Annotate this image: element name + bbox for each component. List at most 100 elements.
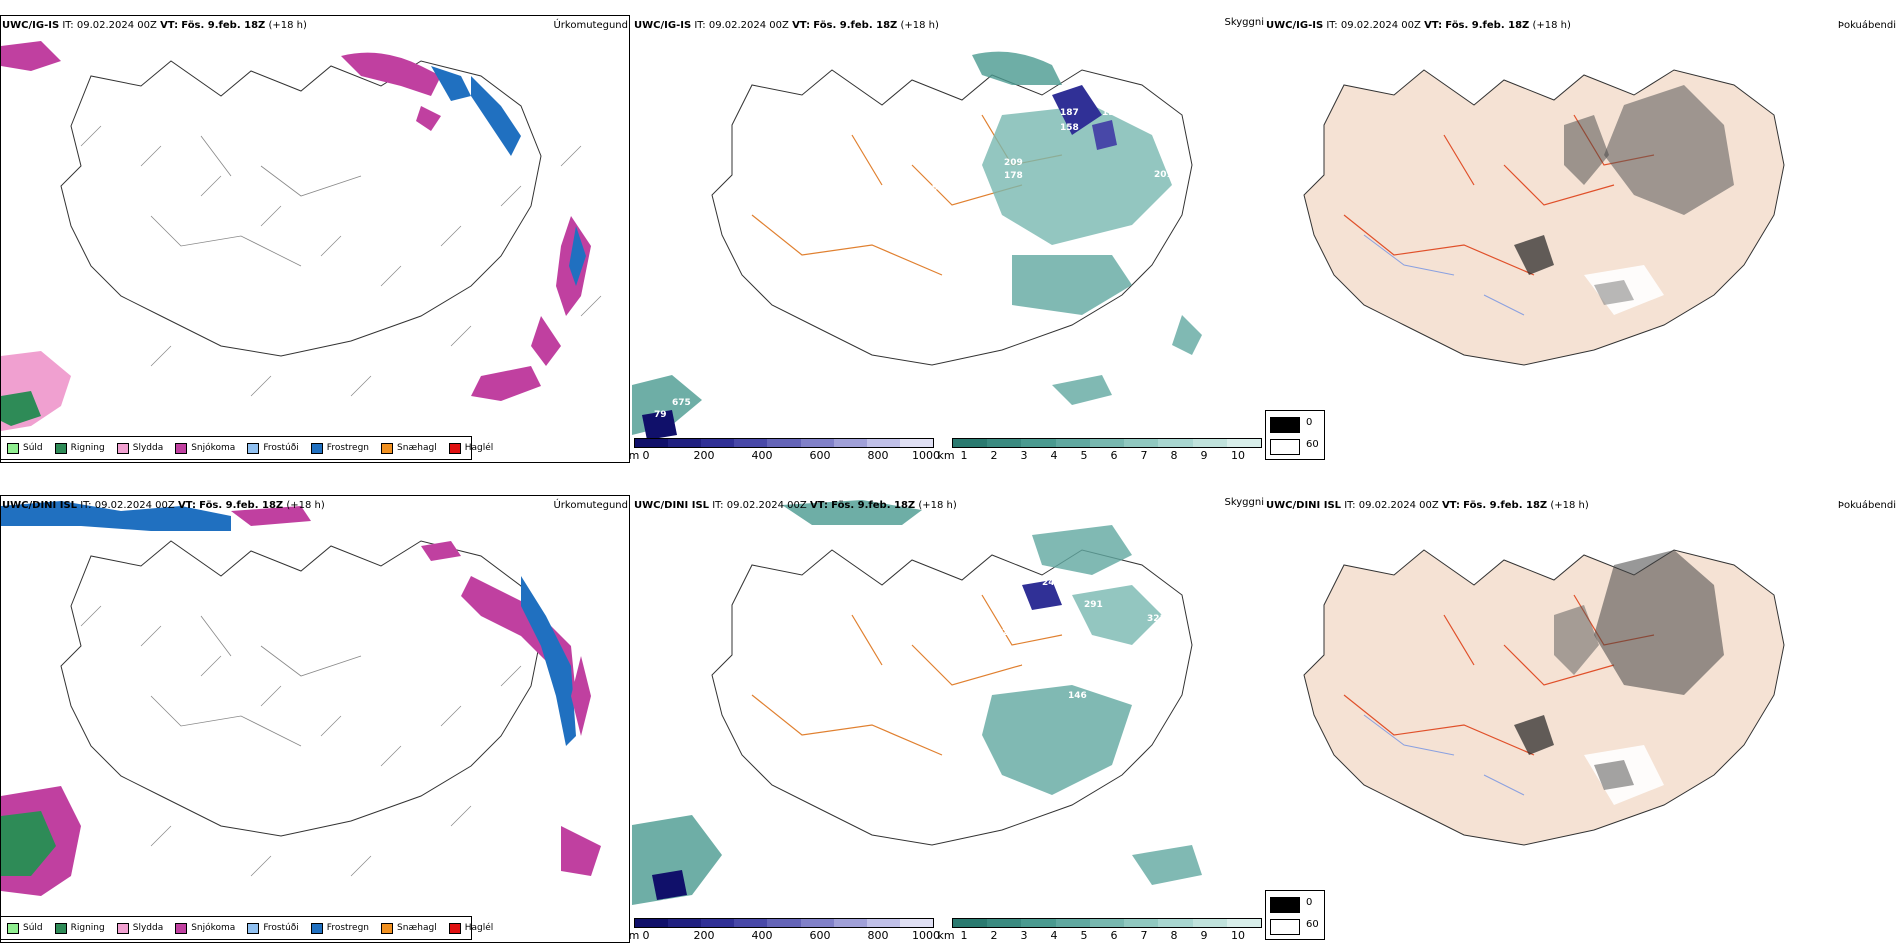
- roads: [1343, 594, 1655, 756]
- fog-swatch-high: [1270, 919, 1300, 935]
- visibility-colorbar-bars: [952, 918, 1262, 928]
- precip-map-svg: [1, 41, 602, 431]
- roads: [751, 594, 1063, 756]
- cloud-value-label: 258: [1002, 615, 1021, 625]
- fog-panel: UWC/DINI ISL IT: 09.02.2024 00Z VT: Fös.…: [1264, 480, 1900, 950]
- cloud-panel: 187 158 151 142 231 209 178 340 160 201 182 94 811 83…: [632, 0, 1264, 470]
- tick-label: 7: [1140, 449, 1148, 462]
- rivers: [1363, 234, 1525, 316]
- rivers: [1363, 714, 1525, 796]
- tick-label: 4: [1050, 929, 1058, 942]
- panel-type-label: Skyggni: [1224, 497, 1264, 508]
- tick-label: 8: [1170, 449, 1178, 462]
- visibility-colorbar: km 1 2 3 4 5 6 7 8 9 10: [937, 438, 1262, 462]
- fog-map: [1264, 495, 1894, 943]
- precip-type-panel: UWC/DINI ISL IT: 09.02.2024 00Z VT: Fös.…: [0, 480, 632, 950]
- panel-title: UWC/IG-IS IT: 09.02.2024 00Z VT: Fös. 9.…: [1266, 20, 1571, 31]
- visibility-areas: [632, 500, 1202, 905]
- panel-title: UWC/DINI ISL IT: 09.02.2024 00Z VT: Fös.…: [1266, 500, 1589, 511]
- visibility-ticks: km 1 2 3 4 5 6 7 8 9 10: [937, 928, 1262, 942]
- tick-label: 7: [1140, 929, 1148, 942]
- tick-label: 9: [1200, 449, 1208, 462]
- precip-snow-areas: [1, 501, 601, 896]
- panel-type-label: Úrkomutegund: [553, 500, 628, 511]
- tick-label: 400: [751, 449, 773, 462]
- cloud-base-unit: m: [628, 929, 640, 942]
- legend-item-snjokoma: Snjókoma: [175, 442, 235, 454]
- tick-label: 800: [867, 449, 889, 462]
- cloud-map: 187 158 151 142 231 209 178 340 160 201 182 94 811 83…: [632, 15, 1262, 463]
- legend-item-frostregn: Frostregn: [310, 922, 369, 934]
- panel-title: UWC/DINI ISL IT: 09.02.2024 00Z VT: Fös.…: [634, 500, 957, 511]
- tick-label: 200: [693, 929, 715, 942]
- cloud-value-label: 244: [1042, 578, 1061, 588]
- fog-panel: UWC/IG-IS IT: 09.02.2024 00Z VT: Fös. 9.…: [1264, 0, 1900, 470]
- panel-title: UWC/IG-IS IT: 09.02.2024 00Z VT: Fös. 9.…: [634, 20, 939, 31]
- legend-item-sudd: Súld: [7, 922, 43, 934]
- tick-label: 8: [1170, 929, 1178, 942]
- cloud-map-svg: 244 291 258 217 321 321 310 163 146 313 309 104: [632, 500, 1202, 909]
- fog-swatch-low: [1270, 897, 1300, 913]
- tick-label: 3: [1020, 929, 1028, 942]
- panel-type-label: Þokuábendi: [1837, 500, 1896, 511]
- tick-label: 1: [960, 929, 968, 942]
- cloud-value-label: 79: [654, 410, 667, 420]
- cloud-value-label: 217: [1002, 628, 1021, 638]
- tick-label: 5: [1080, 929, 1088, 942]
- cloud-value-label: 187: [1060, 108, 1079, 118]
- visibility-colorbar: km 1 2 3 4 5 6 7 8 9 10: [937, 918, 1262, 942]
- tick-label: 9: [1200, 929, 1208, 942]
- fog-label-high: 60: [1306, 439, 1319, 450]
- cloud-value-label: 209: [1004, 158, 1023, 168]
- cloud-value-label: 291: [1084, 600, 1103, 610]
- tick-label: 1000: [912, 929, 940, 942]
- visibility-ticks: km 1 2 3 4 5 6 7 8 9 10: [937, 448, 1262, 462]
- fog-indicator-areas: [1514, 550, 1724, 805]
- legend-item-snaehagl: Snæhagl: [381, 442, 437, 454]
- precip-legend: Súld Rigning Slydda Snjókoma Frostúði Fr…: [0, 916, 493, 940]
- tick-label: 600: [809, 449, 831, 462]
- low-cloud-areas: [652, 580, 1062, 900]
- legend-item-rigning: Rigning: [54, 442, 105, 454]
- legend-item-frostregn: Frostregn: [310, 442, 369, 454]
- roads: [751, 114, 1063, 276]
- legend-item-sudd: Súld: [7, 442, 43, 454]
- fog-legend: 0 60: [1265, 890, 1325, 940]
- visibility-colorbar-bars: [952, 438, 1262, 448]
- tick-label: 2: [990, 449, 998, 462]
- precip-snow-areas: [1, 41, 591, 431]
- cloud-value-label: 163: [1010, 658, 1029, 668]
- fog-label-low: 0: [1306, 897, 1313, 908]
- cloud-map: 244 291 258 217 321 321 310 163 146 313 309 104: [632, 495, 1262, 943]
- tick-label: 400: [751, 929, 773, 942]
- tick-label: 3: [1020, 449, 1028, 462]
- row-dini-isl: UWC/DINI ISL IT: 09.02.2024 00Z VT: Fös.…: [0, 480, 1900, 950]
- cloud-base-colorbar-bars: [634, 918, 934, 928]
- cloud-value-label: 321: [1147, 614, 1166, 624]
- iceland-outline: [711, 549, 1193, 846]
- wind-barbs: [80, 125, 602, 397]
- tick-label: 200: [693, 449, 715, 462]
- roads: [150, 615, 362, 747]
- cloud-value-label: 182: [988, 230, 1007, 240]
- cloud-value-label: 321: [1150, 628, 1169, 638]
- cloud-base-ticks: m 0 200 400 600 800 1000: [629, 928, 940, 942]
- visibility-unit: km: [937, 929, 955, 942]
- cloud-value-label: 313: [1104, 673, 1123, 683]
- fog-map-svg: [1303, 549, 1785, 846]
- row-ig-is: UWC/IG-IS IT: 09.02.2024 00Z VT: Fös. 9.…: [0, 0, 1900, 470]
- roads: [150, 135, 362, 267]
- precip-map: [0, 15, 630, 463]
- cloud-value-label: 201: [1154, 170, 1173, 180]
- legend-item-snaehagl: Snæhagl: [381, 922, 437, 934]
- cloud-value-label: 160: [1202, 166, 1221, 176]
- panel-type-label: Þokuábendi: [1837, 20, 1896, 31]
- legend-item-haglel: Haglél: [448, 442, 493, 454]
- legend-item-slydda: Slydda: [116, 922, 163, 934]
- tick-label: 10: [1231, 449, 1245, 462]
- roads: [1343, 114, 1655, 276]
- iceland-outline: [711, 69, 1193, 366]
- low-cloud-areas: [642, 85, 1117, 440]
- fog-label-high: 60: [1306, 919, 1319, 930]
